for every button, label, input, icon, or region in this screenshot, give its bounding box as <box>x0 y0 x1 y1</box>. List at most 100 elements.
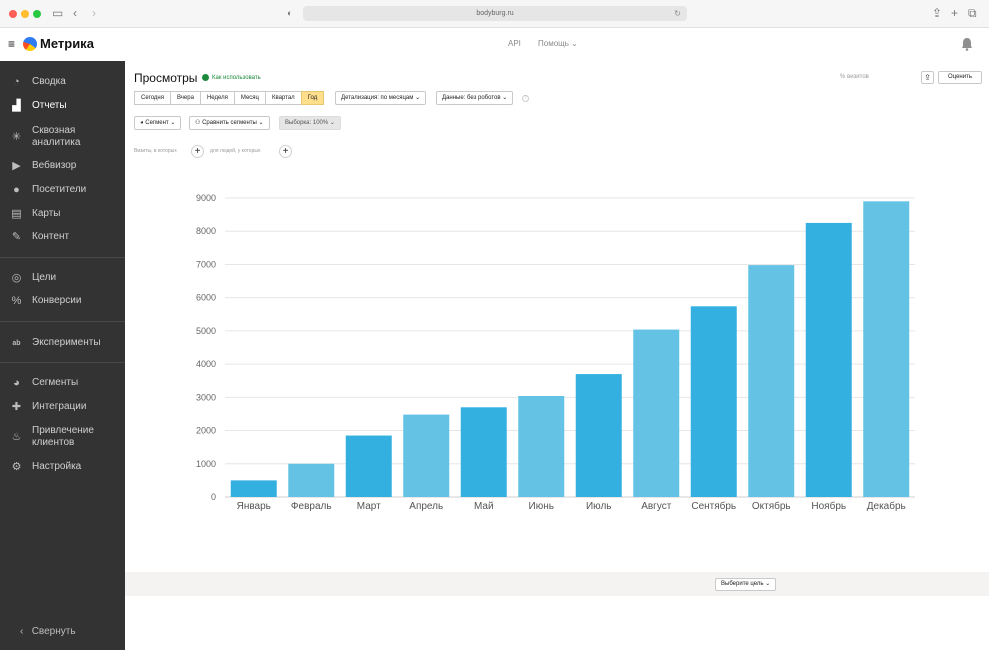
x-tick-label: Август <box>641 501 672 512</box>
x-tick-label: Июнь <box>529 501 554 512</box>
target-icon: ◎ <box>11 271 22 284</box>
x-tick-label: Июль <box>586 501 612 512</box>
api-link[interactable]: API <box>508 39 521 48</box>
x-tick-label: Март <box>357 501 381 512</box>
zoom-window-button[interactable] <box>33 10 41 18</box>
goal-bar: Выберите цель ⌄ <box>125 572 989 596</box>
close-window-button[interactable] <box>9 10 17 18</box>
bar-8 <box>633 329 680 497</box>
sidebar-toggle-icon[interactable]: ▭ <box>52 6 64 20</box>
pen-icon: ✎ <box>11 230 22 243</box>
help-icon[interactable]: ? <box>522 95 529 102</box>
collapse-label: Свернуть <box>31 626 76 637</box>
filter-people-label: для людей, у которых <box>210 148 261 154</box>
gear-icon: ⚙ <box>11 460 22 473</box>
how-to-use-label: Как использовать <box>212 74 261 81</box>
period-yesterday[interactable]: Вчера <box>170 91 201 105</box>
back-icon[interactable]: ‹ <box>73 6 77 20</box>
sidebar-item-summary[interactable]: ◔ Сводка <box>0 71 125 93</box>
add-visit-filter-button[interactable]: + <box>191 145 204 158</box>
bar-4 <box>403 414 450 497</box>
menu-icon[interactable]: ≡ <box>8 37 16 51</box>
logo-text[interactable]: Метрика <box>40 36 94 51</box>
tabs-overview-icon[interactable]: ⧉ <box>968 6 977 20</box>
sidebar-item-label: Сегменты <box>32 377 79 388</box>
sidebar-item-end-to-end[interactable]: ✳ Сквозная аналитика <box>0 124 125 150</box>
sidebar-item-conversions[interactable]: % Конверсии <box>0 290 125 312</box>
puzzle-icon: ✚ <box>11 400 22 413</box>
x-tick-label: Декабрь <box>867 500 906 512</box>
sidebar-item-label: Интеграции <box>32 401 87 412</box>
sidebar-item-integrations[interactable]: ✚ Интеграции <box>0 396 125 418</box>
segment-dropdown[interactable]: ◕ Сегмент ⌄ <box>134 116 182 130</box>
rate-label: Оценить <box>948 74 972 80</box>
y-tick-label: 4000 <box>196 359 216 369</box>
help-menu[interactable]: Помощь ⌄ <box>538 39 578 48</box>
export-button[interactable]: ⇪ <box>921 71 934 84</box>
rate-button[interactable]: Оценить <box>938 71 982 84</box>
compare-segments-dropdown[interactable]: ⚇ Сравнить сегменты ⌄ <box>189 116 270 130</box>
forward-icon[interactable]: › <box>92 6 96 20</box>
y-tick-label: 3000 <box>196 392 216 402</box>
address-bar[interactable]: bodyburg.ru ↻ <box>303 6 687 21</box>
sidebar-item-maps[interactable]: ▤ Карты <box>0 203 125 225</box>
sidebar-divider <box>0 362 125 363</box>
sidebar-item-label: Карты <box>32 208 61 219</box>
period-week[interactable]: Неделя <box>199 91 235 105</box>
sample-dropdown[interactable]: Выборка: 100% ⌄ <box>279 116 341 130</box>
sidebar-divider <box>0 257 125 258</box>
sidebar-item-label: Эксперименты <box>32 337 101 348</box>
sidebar-item-experiments[interactable]: ab Эксперименты <box>0 332 125 354</box>
bar-7 <box>575 374 622 497</box>
chevron-down-icon: ⌄ <box>571 39 578 48</box>
x-tick-label: Февраль <box>291 501 332 512</box>
add-people-filter-button[interactable]: + <box>279 145 292 158</box>
period-today[interactable]: Сегодня <box>134 91 171 105</box>
goal-select-label: Выберите цель <box>721 581 764 587</box>
address-text: bodyburg.ru <box>476 10 514 17</box>
bar-10 <box>748 265 795 497</box>
chevron-left-icon: ‹ <box>20 626 24 637</box>
collapse-sidebar-button[interactable]: ‹ Свернуть <box>20 626 76 637</box>
pageviews-bar-chart: 0 1000 2000 3000 4000 5000 6000 7000 8000 9000 Янв… <box>196 193 915 512</box>
sidebar-item-content[interactable]: ✎ Контент <box>0 226 125 248</box>
period-quarter[interactable]: Квартал <box>264 91 302 105</box>
share-icon[interactable]: ⇪ <box>932 6 943 20</box>
sidebar-item-label: Отчеты <box>32 100 67 111</box>
chevron-down-icon: ⌄ <box>170 120 176 126</box>
sidebar-divider <box>0 321 125 322</box>
sidebar-item-goals[interactable]: ◎ Цели <box>0 267 125 289</box>
metrika-logo-icon[interactable] <box>23 37 37 51</box>
bell-icon[interactable] <box>961 37 973 51</box>
new-tab-icon[interactable]: + <box>951 6 959 20</box>
how-to-use-link[interactable]: Как использовать <box>202 74 261 81</box>
sidebar-item-webvisor[interactable]: ▶ Вебвизор <box>0 155 125 177</box>
period-year[interactable]: Год <box>300 91 325 105</box>
pie-icon: ◕ <box>13 376 20 389</box>
privacy-shield-icon[interactable]: ◐ <box>287 8 293 18</box>
gauge-icon: ◔ <box>13 75 20 88</box>
sidebar-item-label: Конверсии <box>32 295 82 306</box>
info-icon <box>202 74 209 81</box>
x-tick-label: Апрель <box>409 501 443 512</box>
bar-6 <box>518 396 565 497</box>
ab-icon: ab <box>12 339 21 347</box>
detail-dropdown[interactable]: Детализация: по месяцам ⌄ <box>335 91 427 105</box>
goal-select-dropdown[interactable]: Выберите цель ⌄ <box>715 578 777 591</box>
bar-3 <box>345 435 392 497</box>
minimize-window-button[interactable] <box>21 10 29 18</box>
sidebar-item-acquisition[interactable]: ♨ Привлечение клиентов <box>0 424 125 450</box>
sidebar-item-reports[interactable]: ▟ Отчеты <box>0 95 125 117</box>
x-tick-label: Январь <box>237 501 271 512</box>
reload-icon[interactable]: ↻ <box>674 9 681 18</box>
data-filter-dropdown[interactable]: Данные: без роботов ⌄ <box>436 91 514 105</box>
y-tick-label: 1000 <box>196 459 216 469</box>
sidebar-item-segments[interactable]: ◕ Сегменты <box>0 372 125 394</box>
period-month[interactable]: Месяц <box>233 91 266 105</box>
x-tick-label: Сентябрь <box>691 500 736 512</box>
compare-label: Сравнить сегменты <box>202 120 257 126</box>
sidebar-item-label: Вебвизор <box>32 160 77 171</box>
bar-11 <box>805 222 852 497</box>
sidebar-item-settings[interactable]: ⚙ Настройка <box>0 456 125 478</box>
sidebar-item-visitors[interactable]: ● Посетители <box>0 179 125 201</box>
